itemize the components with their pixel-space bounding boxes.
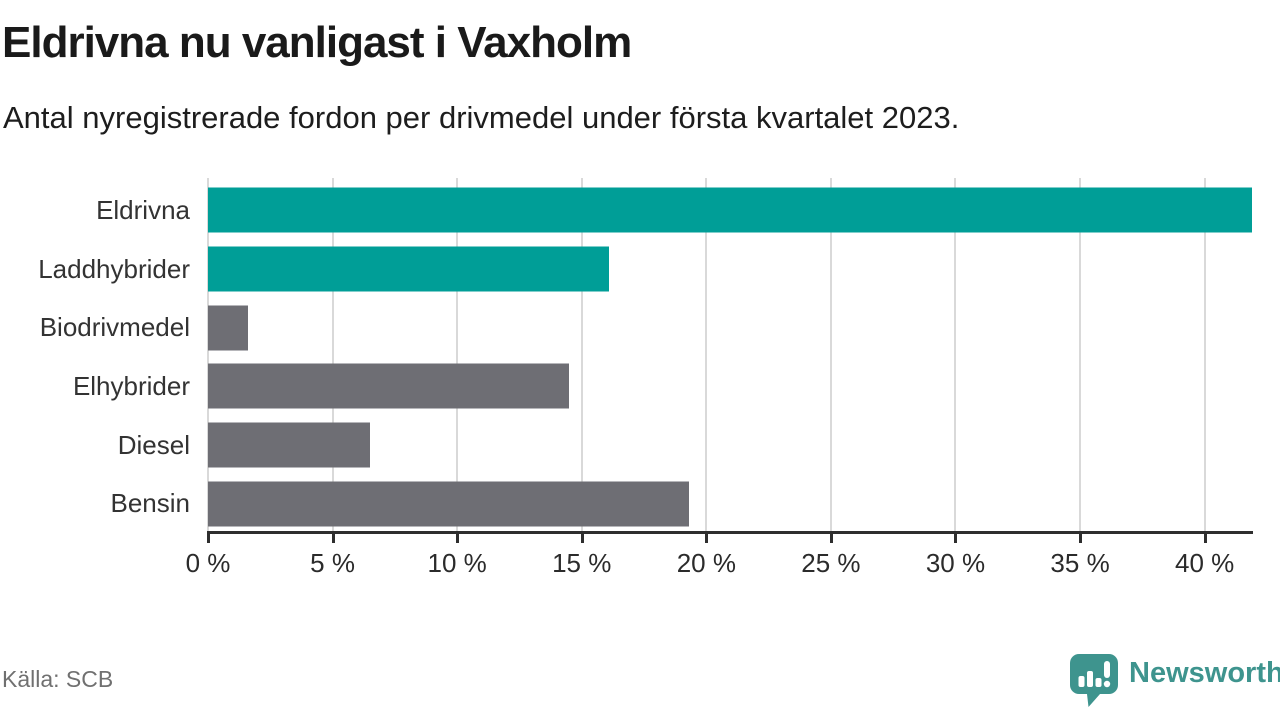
tick-20 — [705, 531, 709, 543]
tick-label-15: 15 % — [552, 548, 612, 578]
x-axis-line — [207, 531, 1253, 534]
bar-row-bensin — [208, 474, 1252, 533]
plot-area — [207, 178, 1252, 533]
bar-eldrivna — [208, 187, 1252, 233]
category-label-elhybrider: Elhybrider — [72, 370, 190, 401]
tick-35 — [1079, 531, 1083, 543]
gridline-10 — [456, 178, 459, 533]
source-text: Källa: SCB — [2, 666, 114, 692]
tick-10 — [456, 531, 460, 543]
tick-label-30: 30 % — [925, 548, 986, 578]
gridlines — [207, 178, 1252, 533]
brand-logo: Newsworthy — [1068, 652, 1280, 708]
gridline-15 — [580, 178, 583, 533]
gridline-25 — [829, 178, 832, 533]
gridline-40 — [1203, 178, 1206, 533]
gridline-0 — [207, 178, 209, 533]
tick-30 — [954, 531, 958, 543]
tick-label-20: 20 % — [676, 548, 736, 578]
category-label-laddhybrider: Laddhybrider — [38, 253, 190, 284]
tick-label-5: 5 % — [310, 548, 355, 578]
category-label-eldrivna: Eldrivna — [96, 194, 190, 225]
category-label-biodrivmedel: Biodrivmedel — [39, 312, 190, 343]
tick-label-0: 0 % — [185, 548, 231, 578]
y-axis-category-labels: Eldrivna Laddhybrider Biodrivmedel Elhybrid… — [0, 181, 190, 533]
gridline-5 — [331, 178, 334, 533]
newsworthy-logo-icon — [1070, 654, 1118, 707]
category-label-diesel: Diesel — [117, 429, 190, 460]
bar-biodrivmedel — [208, 305, 248, 351]
tick-0 — [207, 531, 210, 543]
bar-elhybrider — [208, 363, 570, 409]
chart-subtitle: Antal nyregistrerade fordon per drivmede… — [3, 100, 960, 135]
tick-15 — [580, 531, 584, 543]
category-label-bensin: Bensin — [110, 488, 191, 519]
bar-row-eldrivna — [208, 181, 1252, 240]
bar-row-diesel — [208, 416, 1252, 475]
tick-label-35: 35 % — [1050, 548, 1110, 578]
chart-title: Eldrivna nu vanligast i Vaxholm — [2, 18, 632, 67]
tick-label-40: 40 % — [1175, 548, 1235, 578]
x-axis-ticks — [207, 531, 1252, 543]
tick-25 — [829, 531, 833, 543]
bar-bensin — [208, 481, 689, 527]
bar-row-biodrivmedel — [208, 298, 1252, 357]
gridline-35 — [1079, 178, 1082, 533]
tick-label-25: 25 % — [801, 548, 861, 578]
bar-row-laddhybrider — [208, 240, 1252, 299]
gridline-30 — [954, 178, 957, 533]
tick-40 — [1203, 531, 1207, 543]
tick-5 — [331, 531, 335, 543]
tick-label-10: 10 % — [427, 548, 487, 578]
x-axis-tick-labels: 0 % 5 % 10 % 15 % 20 % 25 % 30 % 35 % 40 % — [186, 548, 1252, 578]
gridline-20 — [705, 178, 708, 533]
brand-name: Newsworthy — [1129, 657, 1280, 689]
bar-rows — [208, 181, 1252, 533]
bar-diesel — [208, 422, 370, 468]
bar-row-elhybrider — [208, 357, 1252, 416]
bar-laddhybrider — [208, 246, 610, 292]
